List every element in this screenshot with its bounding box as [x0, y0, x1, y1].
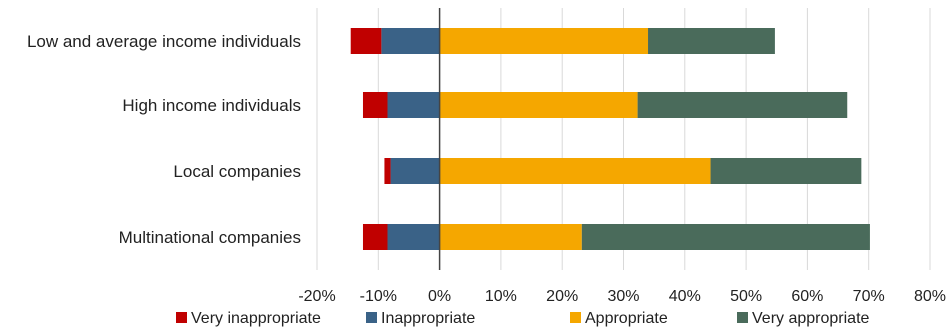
category-label: Multinational companies — [119, 228, 301, 247]
legend-label: Very appropriate — [752, 310, 870, 327]
x-axis-ticks-layer: -20% -10% 0% 10% 20% 30% 40% 50% 60% 70% 80% — [298, 288, 946, 305]
category-labels-layer: Low and average income individuals High i… — [27, 32, 301, 247]
legend-label: Appropriate — [585, 310, 668, 327]
x-tick-label: -20% — [298, 288, 335, 305]
bar-inappropriate-1 — [387, 92, 440, 118]
bar-very-appropriate-3 — [581, 224, 870, 250]
x-tick-label: -10% — [360, 288, 397, 305]
legend-swatch — [570, 312, 581, 323]
legend-label: Very inappropriate — [191, 310, 321, 327]
x-tick-label: 20% — [546, 288, 578, 305]
bar-inappropriate-3 — [387, 224, 440, 250]
legend-swatch — [737, 312, 748, 323]
legend-item-very-inappropriate: Very inappropriate — [176, 310, 321, 327]
legend-swatch — [176, 312, 187, 323]
bar-very-inappropriate-3 — [362, 224, 388, 250]
x-tick-label: 10% — [485, 288, 517, 305]
bars-layer — [350, 28, 870, 250]
legend-item-inappropriate: Inappropriate — [366, 310, 475, 327]
bar-very-appropriate-2 — [710, 158, 862, 184]
category-label: High income individuals — [122, 96, 301, 115]
bar-very-inappropriate-1 — [362, 92, 388, 118]
x-tick-label: 80% — [914, 288, 946, 305]
category-label: Low and average income individuals — [27, 32, 301, 51]
bar-appropriate-1 — [439, 92, 638, 118]
legend: Very inappropriate Inappropriate Appropria… — [176, 310, 870, 327]
bar-very-appropriate-0 — [648, 28, 775, 54]
legend-swatch — [366, 312, 377, 323]
legend-item-appropriate: Appropriate — [570, 310, 668, 327]
x-tick-label: 60% — [791, 288, 823, 305]
x-tick-label: 40% — [669, 288, 701, 305]
x-tick-label: 70% — [853, 288, 885, 305]
bar-inappropriate-2 — [390, 158, 440, 184]
legend-item-very-appropriate: Very appropriate — [737, 310, 870, 327]
category-label: Local companies — [173, 162, 301, 181]
x-tick-label: 30% — [607, 288, 639, 305]
bar-very-inappropriate-0 — [350, 28, 382, 54]
bar-inappropriate-0 — [381, 28, 440, 54]
legend-label: Inappropriate — [381, 310, 475, 327]
bar-very-appropriate-1 — [637, 92, 848, 118]
bar-appropriate-3 — [439, 224, 582, 250]
bar-appropriate-2 — [439, 158, 711, 184]
bar-appropriate-0 — [439, 28, 649, 54]
bar-very-inappropriate-2 — [384, 158, 391, 184]
x-tick-label: 50% — [730, 288, 762, 305]
x-tick-label: 0% — [428, 288, 451, 305]
